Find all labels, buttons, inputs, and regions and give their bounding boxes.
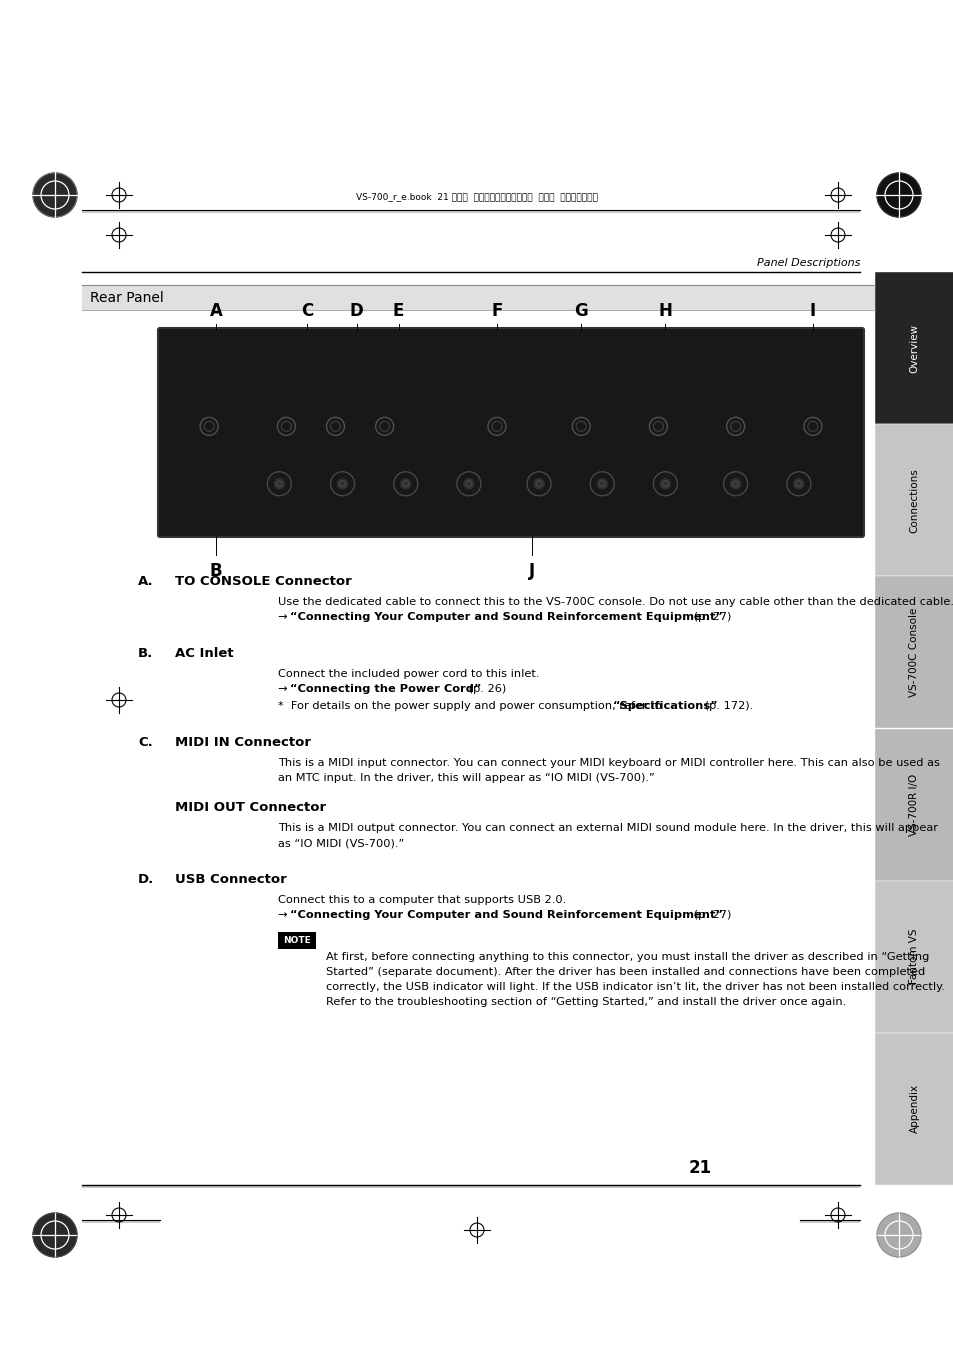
Text: D: D (350, 303, 363, 320)
Text: an MTC input. In the driver, this will appear as “IO MIDI (VS-700).”: an MTC input. In the driver, this will a… (277, 773, 654, 784)
Text: B.: B. (138, 647, 153, 661)
Circle shape (730, 478, 740, 489)
Text: Overview: Overview (908, 323, 919, 373)
Text: F: F (491, 303, 502, 320)
Bar (277, 932, 315, 948)
Text: C.: C. (138, 736, 152, 748)
Circle shape (876, 173, 920, 218)
Circle shape (33, 173, 77, 218)
Text: “Specifications”: “Specifications” (613, 701, 718, 711)
Text: G: G (574, 303, 587, 320)
Text: H: H (658, 303, 672, 320)
Circle shape (274, 478, 284, 489)
Circle shape (597, 478, 607, 489)
Text: VS-700R I/O: VS-700R I/O (908, 774, 919, 836)
Text: AC Inlet: AC Inlet (174, 647, 233, 661)
Bar (874, 577, 953, 728)
Text: J: J (529, 562, 535, 580)
Text: “Connecting Your Computer and Sound Reinforcement Equipment”: “Connecting Your Computer and Sound Rein… (290, 911, 722, 920)
Text: TO CONSOLE Connector: TO CONSOLE Connector (174, 576, 352, 588)
Circle shape (534, 478, 543, 489)
Text: Use the dedicated cable to connect this to the VS-700C console. Do not use any c: Use the dedicated cable to connect this … (277, 597, 953, 607)
Text: E: E (393, 303, 404, 320)
Text: Refer to the troubleshooting section of “Getting Started,” and install the drive: Refer to the troubleshooting section of … (326, 997, 845, 1006)
Text: “Connecting the Power Cord”: “Connecting the Power Cord” (290, 684, 481, 694)
Text: B: B (210, 562, 222, 580)
Circle shape (876, 1213, 920, 1256)
Bar (874, 424, 953, 577)
Text: A: A (210, 303, 222, 320)
Text: Connect this to a computer that supports USB 2.0.: Connect this to a computer that supports… (277, 894, 566, 905)
Circle shape (400, 478, 411, 489)
Text: →: → (277, 612, 291, 621)
Text: VS-700C Console: VS-700C Console (908, 608, 919, 697)
Text: Connections: Connections (908, 467, 919, 532)
Circle shape (337, 478, 347, 489)
Text: C: C (301, 303, 314, 320)
Circle shape (33, 1213, 77, 1256)
Text: Started” (separate document). After the driver has been installed and connection: Started” (separate document). After the … (326, 967, 924, 977)
Text: Panel Descriptions: Panel Descriptions (756, 258, 859, 267)
Text: Appendix: Appendix (908, 1085, 919, 1133)
Text: correctly, the USB indicator will light. If the USB indicator isn’t lit, the dri: correctly, the USB indicator will light.… (326, 982, 943, 992)
Text: as “IO MIDI (VS-700).”: as “IO MIDI (VS-700).” (277, 838, 404, 848)
Text: USB Connector: USB Connector (174, 873, 287, 886)
Text: 21: 21 (688, 1159, 711, 1177)
Text: Rear Panel: Rear Panel (90, 290, 164, 304)
Bar (874, 272, 953, 424)
Text: Connect the included power cord to this inlet.: Connect the included power cord to this … (277, 669, 539, 680)
Text: MIDI IN Connector: MIDI IN Connector (174, 736, 311, 748)
Text: I: I (809, 303, 815, 320)
Text: MIDI OUT Connector: MIDI OUT Connector (174, 801, 326, 815)
Text: D.: D. (138, 873, 154, 886)
Bar (874, 728, 953, 881)
Text: This is a MIDI input connector. You can connect your MIDI keyboard or MIDI contr: This is a MIDI input connector. You can … (277, 758, 939, 767)
Bar (874, 1032, 953, 1185)
Circle shape (659, 478, 670, 489)
Text: *  For details on the power supply and power consumption, refer to: * For details on the power supply and po… (277, 701, 665, 711)
Bar (874, 881, 953, 1032)
Circle shape (793, 478, 803, 489)
Bar (82, 285, 874, 309)
Text: (p. 27): (p. 27) (689, 911, 731, 920)
Text: →: → (277, 911, 291, 920)
Text: “Connecting Your Computer and Sound Reinforcement Equipment”: “Connecting Your Computer and Sound Rein… (290, 612, 722, 621)
Text: (p. 172).: (p. 172). (700, 701, 753, 711)
Circle shape (463, 478, 474, 489)
Text: A.: A. (138, 576, 153, 588)
Text: Fantom VS: Fantom VS (908, 929, 919, 985)
Text: (p. 27): (p. 27) (689, 612, 731, 621)
FancyBboxPatch shape (158, 328, 863, 536)
Text: This is a MIDI output connector. You can connect an external MIDI sound module h: This is a MIDI output connector. You can… (277, 823, 937, 834)
Text: →: → (277, 684, 291, 694)
Text: NOTE: NOTE (283, 936, 311, 944)
Text: At first, before connecting anything to this connector, you must install the dri: At first, before connecting anything to … (326, 952, 928, 962)
Text: VS-700_r_e.book  21 ページ  ２００８年１１月２０日  木曜日  午後２時２８分: VS-700_r_e.book 21 ページ ２００８年１１月２０日 木曜日 午… (355, 192, 598, 201)
Text: (p. 26): (p. 26) (464, 684, 506, 694)
